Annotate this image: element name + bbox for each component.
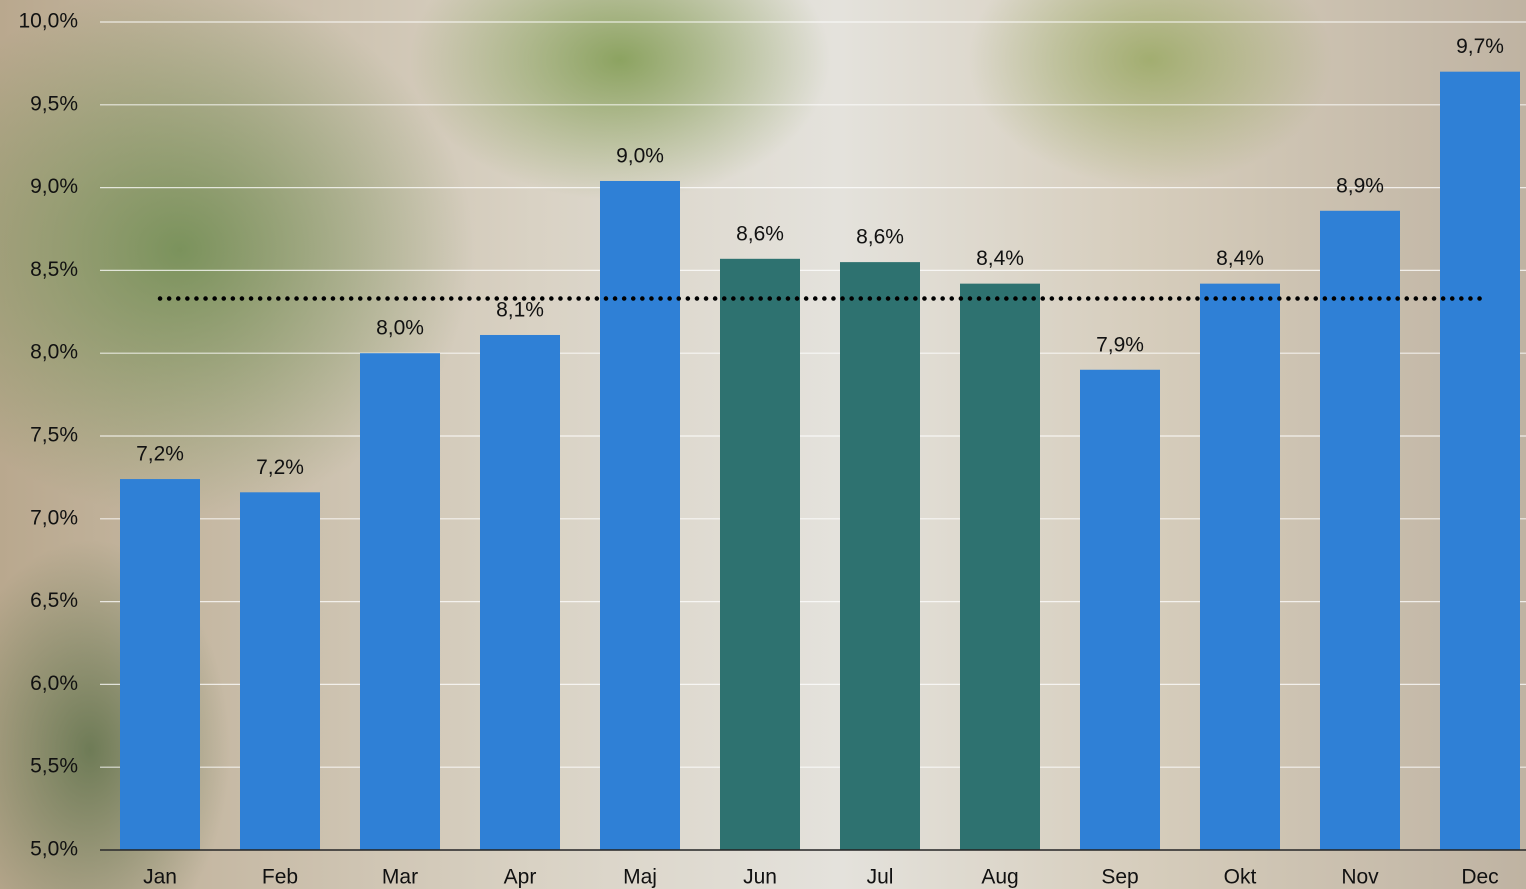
x-tick-label: Apr xyxy=(504,866,537,889)
bar xyxy=(240,492,320,850)
value-label: 8,4% xyxy=(976,247,1024,270)
y-tick-label: 7,5% xyxy=(30,424,78,447)
x-tick-label: Jun xyxy=(743,866,777,889)
y-tick-label: 5,5% xyxy=(30,755,78,778)
bar xyxy=(600,181,680,850)
value-label: 8,9% xyxy=(1336,174,1384,197)
y-tick-label: 5,0% xyxy=(30,838,78,861)
bar xyxy=(1080,370,1160,850)
bar xyxy=(840,262,920,850)
y-tick-label: 10,0% xyxy=(18,10,78,33)
y-tick-label: 6,5% xyxy=(30,589,78,612)
value-label: 8,1% xyxy=(496,299,544,322)
x-tick-label: Feb xyxy=(262,866,298,889)
value-label: 9,7% xyxy=(1456,35,1504,58)
x-tick-label: Aug xyxy=(981,866,1018,889)
x-tick-label: Mar xyxy=(382,866,418,889)
y-tick-label: 6,0% xyxy=(30,672,78,695)
bar xyxy=(1320,211,1400,850)
x-tick-label: Dec xyxy=(1461,866,1498,889)
value-label: 7,2% xyxy=(136,443,184,466)
bar xyxy=(480,335,560,850)
x-tick-label: Sep xyxy=(1101,866,1138,889)
x-tick-label: Okt xyxy=(1224,866,1257,889)
bar xyxy=(360,353,440,850)
bar xyxy=(720,259,800,850)
value-label: 9,0% xyxy=(616,145,664,168)
y-tick-label: 7,0% xyxy=(30,506,78,529)
y-tick-label: 9,5% xyxy=(30,92,78,115)
value-label: 8,6% xyxy=(856,226,904,249)
x-tick-label: Jul xyxy=(867,866,894,889)
bar xyxy=(1200,284,1280,850)
bar xyxy=(120,479,200,850)
x-tick-label: Nov xyxy=(1341,866,1379,889)
chart: 5,0% 5,5% 6,0% 6,5% 7,0% 7,5% 8,0% 8,5% 9,0% 9,5%… xyxy=(0,0,1526,889)
y-tick-label: 8,5% xyxy=(30,258,78,281)
x-tick-label: Jan xyxy=(143,866,177,889)
y-tick-label: 9,0% xyxy=(30,175,78,198)
y-tick-label: 8,0% xyxy=(30,341,78,364)
value-label: 8,6% xyxy=(736,222,784,245)
value-label: 8,0% xyxy=(376,317,424,340)
value-label: 7,2% xyxy=(256,456,304,479)
bar xyxy=(960,284,1040,850)
value-label: 7,9% xyxy=(1096,333,1144,356)
bar xyxy=(1440,72,1520,850)
x-tick-label: Maj xyxy=(623,866,657,889)
value-label: 8,4% xyxy=(1216,247,1264,270)
